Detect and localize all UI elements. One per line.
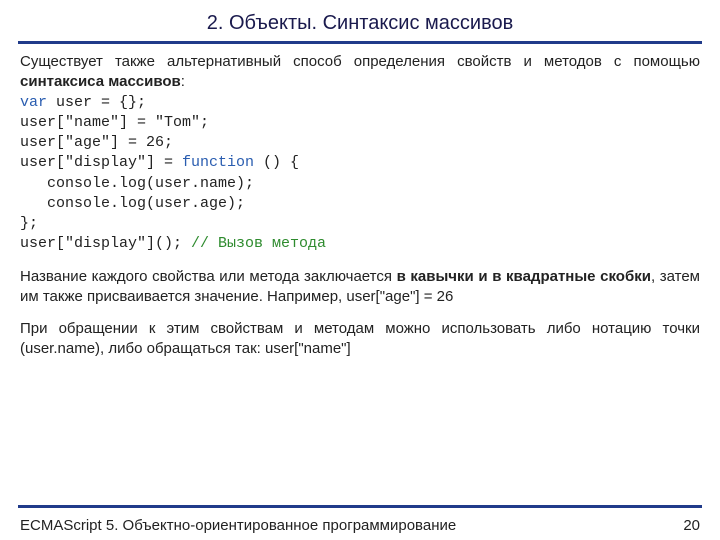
- code-l8a: user["display"]();: [20, 235, 191, 252]
- p2-text-a: Название каждого свойства или метода зак…: [20, 268, 397, 285]
- spacer: [20, 307, 700, 319]
- keyword-function: function: [182, 154, 254, 171]
- spacer: [20, 255, 700, 267]
- p2-bold: в кавычки и в квадратные скобки: [397, 268, 651, 285]
- footer-left: ECMAScript 5. Объектно-ориентированное п…: [20, 517, 456, 534]
- bottom-rule: [18, 505, 702, 508]
- code-l4a: user["display"] =: [20, 154, 182, 171]
- intro-bold: синтаксиса массивов: [20, 73, 181, 90]
- intro-text-1: Существует также альтернативный способ о…: [20, 53, 700, 70]
- intro-paragraph: Существует также альтернативный способ о…: [20, 52, 700, 93]
- code-l1b: user = {};: [47, 94, 146, 111]
- paragraph-2: Название каждого свойства или метода зак…: [20, 267, 700, 308]
- paragraph-3: При обращении к этим свойствам и методам…: [20, 319, 700, 360]
- code-comment: // Вызов метода: [191, 235, 326, 252]
- code-l6: console.log(user.age);: [20, 195, 245, 212]
- code-l5: console.log(user.name);: [20, 175, 254, 192]
- footer: ECMAScript 5. Объектно-ориентированное п…: [20, 517, 700, 534]
- code-l4c: () {: [254, 154, 299, 171]
- slide-body: Существует также альтернативный способ о…: [0, 44, 720, 360]
- intro-text-2: :: [181, 73, 185, 90]
- keyword-var: var: [20, 94, 47, 111]
- code-l3: user["age"] = 26;: [20, 134, 173, 151]
- page-number: 20: [683, 517, 700, 534]
- slide-title: 2. Объекты. Синтаксис массивов: [0, 0, 720, 41]
- code-l7: };: [20, 215, 38, 232]
- code-l2: user["name"] = "Tom";: [20, 114, 209, 131]
- code-block: var user = {}; user["name"] = "Tom"; use…: [20, 93, 700, 255]
